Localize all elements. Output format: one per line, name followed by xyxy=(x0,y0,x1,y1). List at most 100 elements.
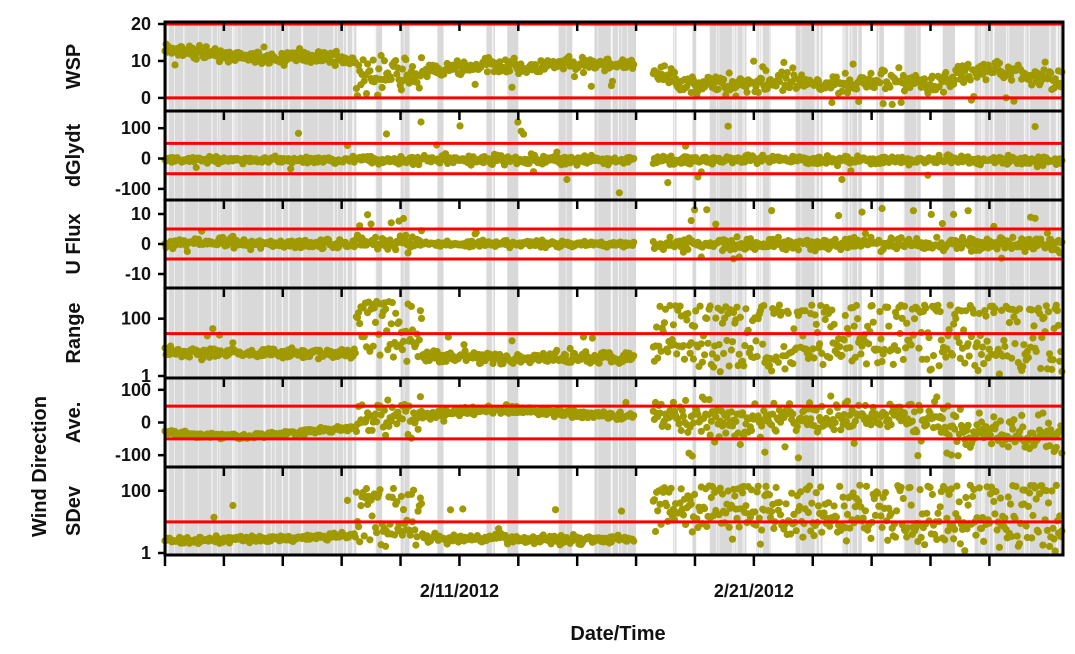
data-point xyxy=(965,502,972,509)
data-point xyxy=(992,488,999,495)
data-point xyxy=(688,217,695,224)
data-point xyxy=(1008,77,1015,84)
data-point xyxy=(630,61,637,68)
data-point xyxy=(831,502,838,509)
data-point xyxy=(739,489,746,496)
data-point xyxy=(508,84,515,91)
data-point xyxy=(838,176,845,183)
data-point xyxy=(193,164,200,171)
data-point xyxy=(229,339,236,346)
data-point xyxy=(908,502,915,509)
data-point xyxy=(752,337,759,344)
data-point xyxy=(1026,489,1033,496)
data-point xyxy=(910,207,917,214)
data-point xyxy=(1046,543,1053,550)
data-point xyxy=(776,302,783,309)
data-point xyxy=(934,510,941,517)
data-point xyxy=(654,507,661,514)
data-point xyxy=(295,130,302,137)
data-point xyxy=(384,397,391,404)
data-point xyxy=(1039,542,1046,549)
data-point xyxy=(388,320,395,327)
data-point xyxy=(923,510,930,517)
data-point xyxy=(737,441,744,448)
data-point xyxy=(671,69,678,76)
data-point xyxy=(408,303,415,310)
data-point xyxy=(895,64,902,71)
data-point xyxy=(630,412,637,419)
data-point xyxy=(835,212,842,219)
data-point xyxy=(356,538,363,545)
data-point xyxy=(953,483,960,490)
data-point xyxy=(732,418,739,425)
data-point xyxy=(996,60,1003,67)
data-point xyxy=(908,341,915,348)
data-point xyxy=(961,547,968,554)
data-point xyxy=(789,360,796,367)
data-point xyxy=(882,489,889,496)
data-point xyxy=(933,393,940,400)
data-point xyxy=(784,69,791,76)
data-point xyxy=(390,354,397,361)
data-point xyxy=(842,312,849,319)
data-point xyxy=(447,506,454,513)
data-point xyxy=(965,340,972,347)
data-point xyxy=(1044,230,1051,237)
data-point xyxy=(400,215,407,222)
data-point xyxy=(383,130,390,137)
data-point xyxy=(684,310,691,317)
data-point xyxy=(846,344,853,351)
data-point xyxy=(869,302,876,309)
data-point xyxy=(373,529,380,536)
data-point xyxy=(747,345,754,352)
data-point xyxy=(1035,528,1042,535)
data-point xyxy=(957,540,964,547)
data-point xyxy=(836,343,843,350)
data-point xyxy=(706,396,713,403)
data-point xyxy=(1030,322,1037,329)
data-point xyxy=(856,482,863,489)
data-point xyxy=(712,315,719,322)
data-point xyxy=(917,407,924,414)
data-point xyxy=(817,483,824,490)
data-point xyxy=(941,536,948,543)
data-point xyxy=(589,335,596,342)
data-point xyxy=(936,362,943,369)
data-point xyxy=(1040,314,1047,321)
data-point xyxy=(460,341,467,348)
data-point xyxy=(990,498,997,505)
data-point xyxy=(761,449,768,456)
data-point xyxy=(858,209,865,216)
data-point xyxy=(369,427,376,434)
data-point xyxy=(412,542,419,549)
data-point xyxy=(857,350,864,357)
data-point xyxy=(563,176,570,183)
data-point xyxy=(927,484,934,491)
data-point xyxy=(813,321,820,328)
data-point xyxy=(580,69,587,76)
data-point xyxy=(663,502,670,509)
data-point xyxy=(877,512,884,519)
data-point xyxy=(1008,355,1015,362)
data-point xyxy=(1016,540,1023,547)
data-point xyxy=(1039,410,1046,417)
data-point xyxy=(853,302,860,309)
data-point xyxy=(755,483,762,490)
data-point xyxy=(976,484,983,491)
data-point xyxy=(894,347,901,354)
data-point xyxy=(1013,483,1020,490)
data-point xyxy=(193,56,200,63)
data-point xyxy=(956,498,963,505)
data-point xyxy=(976,410,983,417)
data-point xyxy=(680,511,687,518)
data-point xyxy=(903,320,910,327)
data-point xyxy=(415,426,422,433)
data-point xyxy=(472,81,479,88)
data-point xyxy=(780,59,787,66)
data-point xyxy=(922,305,929,312)
data-point xyxy=(571,73,578,80)
data-point xyxy=(759,341,766,348)
data-point xyxy=(879,205,886,212)
data-point xyxy=(398,493,405,500)
data-point xyxy=(865,340,872,347)
